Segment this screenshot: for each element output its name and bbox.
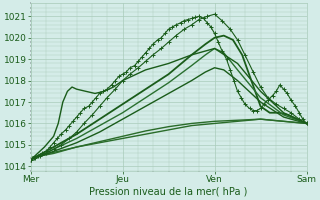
X-axis label: Pression niveau de la mer( hPa ): Pression niveau de la mer( hPa ) [89, 187, 248, 197]
